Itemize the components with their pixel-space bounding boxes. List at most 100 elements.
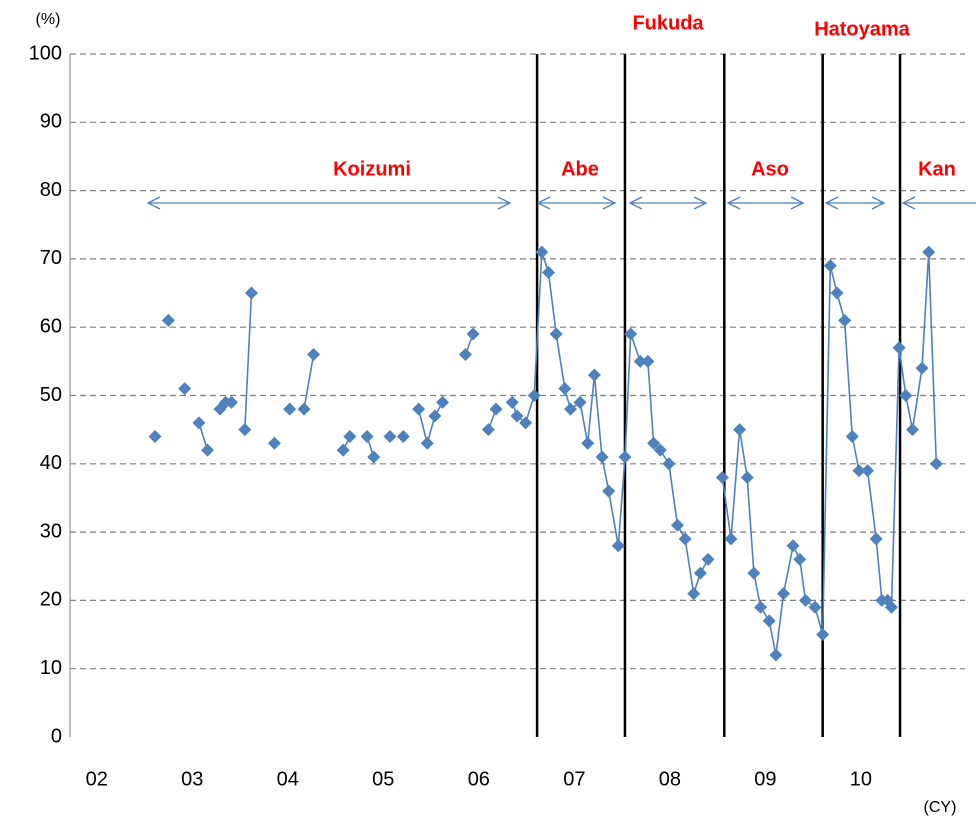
x-tick-label: 08 bbox=[659, 768, 681, 790]
point-marker bbox=[542, 266, 556, 280]
point-marker bbox=[192, 416, 206, 430]
point-marker bbox=[830, 286, 844, 300]
era-label: Kan bbox=[918, 158, 956, 180]
era-label: Fukuda bbox=[632, 12, 704, 34]
point-marker bbox=[838, 313, 852, 327]
y-tick-label: 100 bbox=[29, 42, 62, 64]
series-line bbox=[198, 251, 938, 656]
point-marker bbox=[336, 443, 350, 457]
point-marker bbox=[747, 566, 761, 580]
point-marker bbox=[624, 327, 638, 341]
point-marker bbox=[267, 436, 281, 450]
point-marker bbox=[428, 409, 442, 423]
point-marker bbox=[922, 245, 936, 259]
arrow-head bbox=[602, 196, 617, 210]
point-marker bbox=[852, 464, 866, 478]
point-marker bbox=[519, 416, 533, 430]
arrow-head bbox=[901, 196, 916, 210]
point-marker bbox=[693, 566, 707, 580]
point-marker bbox=[647, 436, 661, 450]
point-marker bbox=[412, 402, 426, 416]
y-tick-label: 90 bbox=[40, 111, 62, 133]
point-marker bbox=[343, 429, 357, 443]
point-marker bbox=[611, 539, 625, 553]
point-marker bbox=[238, 423, 252, 437]
arrow-head bbox=[726, 196, 741, 210]
y-tick-label: 10 bbox=[40, 657, 62, 679]
era-label: Hatoyama bbox=[814, 18, 910, 40]
point-marker bbox=[564, 402, 578, 416]
point-marker bbox=[549, 327, 563, 341]
point-marker bbox=[769, 648, 783, 662]
point-marker bbox=[527, 389, 541, 402]
point-marker bbox=[396, 429, 410, 443]
point-marker bbox=[899, 389, 913, 402]
point-marker bbox=[436, 395, 450, 409]
point-marker bbox=[367, 450, 381, 464]
x-tick-label: 07 bbox=[563, 768, 585, 790]
era-label: Koizumi bbox=[333, 158, 411, 180]
point-marker bbox=[244, 286, 258, 300]
point-marker bbox=[670, 518, 684, 532]
point-marker bbox=[869, 532, 883, 546]
point-marker bbox=[458, 348, 472, 362]
point-marker bbox=[161, 313, 175, 327]
point-marker bbox=[148, 429, 162, 443]
y-tick-label: 70 bbox=[40, 247, 62, 269]
point-marker bbox=[297, 402, 311, 416]
y-tick-label: 20 bbox=[40, 589, 62, 611]
point-marker bbox=[641, 354, 655, 368]
y-tick-label: 60 bbox=[40, 315, 62, 337]
point-marker bbox=[777, 587, 791, 601]
point-marker bbox=[224, 395, 238, 409]
y-tick-label: 30 bbox=[40, 520, 62, 542]
point-marker bbox=[905, 423, 919, 437]
point-marker bbox=[808, 600, 822, 614]
point-marker bbox=[535, 245, 549, 259]
point-marker bbox=[489, 402, 503, 416]
arrow-head bbox=[871, 196, 886, 210]
point-marker bbox=[662, 457, 676, 471]
point-marker bbox=[861, 464, 875, 478]
x-tick-label: 06 bbox=[468, 768, 490, 790]
point-marker bbox=[715, 470, 729, 484]
x-tick-label: 04 bbox=[277, 768, 299, 790]
point-marker bbox=[823, 259, 837, 273]
point-marker bbox=[633, 354, 647, 368]
point-marker bbox=[678, 532, 692, 546]
y-unit: (%) bbox=[36, 11, 61, 28]
arrow-head bbox=[693, 196, 708, 210]
point-marker bbox=[653, 443, 667, 457]
point-marker bbox=[618, 450, 632, 464]
point-marker bbox=[845, 429, 859, 443]
era-label: Aso bbox=[751, 158, 789, 180]
y-tick-label: 0 bbox=[51, 725, 62, 747]
x-tick-label: 09 bbox=[754, 768, 776, 790]
point-marker bbox=[740, 470, 754, 484]
point-marker bbox=[505, 395, 519, 409]
point-marker bbox=[929, 457, 943, 471]
x-tick-label: 10 bbox=[850, 768, 872, 790]
point-marker bbox=[558, 382, 572, 396]
point-marker bbox=[687, 587, 701, 601]
point-marker bbox=[786, 539, 800, 553]
point-marker bbox=[178, 382, 192, 396]
x-tick-label: 03 bbox=[181, 768, 203, 790]
point-marker bbox=[573, 395, 587, 409]
arrow-head bbox=[497, 196, 512, 210]
point-marker bbox=[793, 552, 807, 566]
point-marker bbox=[420, 436, 434, 450]
point-marker bbox=[816, 628, 830, 642]
y-tick-label: 80 bbox=[40, 179, 62, 201]
arrow-head bbox=[790, 196, 805, 210]
point-marker bbox=[283, 402, 297, 416]
point-marker bbox=[595, 450, 609, 464]
point-marker bbox=[360, 429, 374, 443]
point-marker bbox=[892, 341, 906, 355]
point-marker bbox=[481, 423, 495, 437]
point-marker bbox=[915, 361, 929, 375]
point-marker bbox=[701, 552, 715, 566]
x-tick-label: 02 bbox=[86, 768, 108, 790]
arrow-head bbox=[146, 196, 161, 210]
